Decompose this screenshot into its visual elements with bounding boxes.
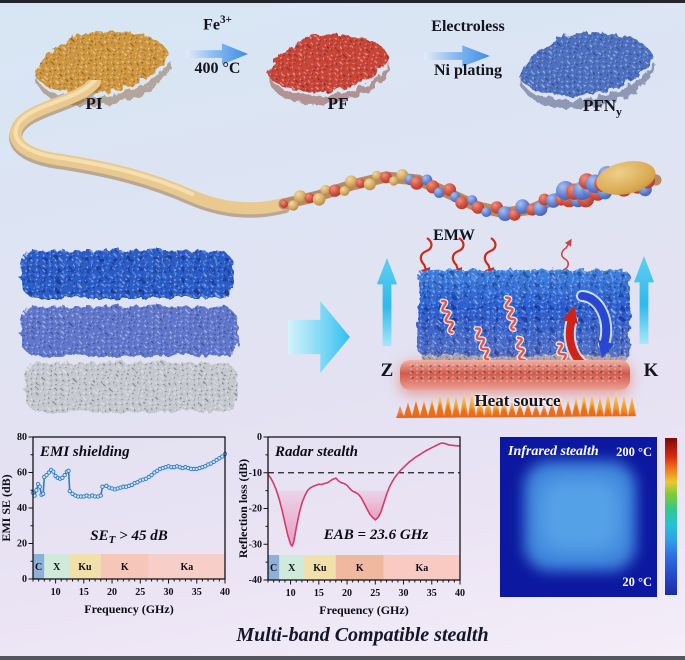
svg-text:C: C — [270, 563, 277, 574]
svg-text:-30: -30 — [249, 539, 262, 550]
svg-text:-10: -10 — [249, 468, 262, 479]
svg-text:EMI shielding: EMI shielding — [39, 444, 130, 460]
svg-text:25: 25 — [135, 587, 145, 598]
arrow1-top-label: Fe3+ — [203, 14, 232, 34]
svg-text:Reflection loss (dB): Reflection loss (dB) — [237, 459, 250, 558]
svg-text:25: 25 — [370, 588, 380, 599]
svg-text:20: 20 — [342, 588, 352, 599]
svg-text:0: 0 — [22, 574, 27, 585]
flames-icon — [396, 390, 636, 418]
svg-text:35: 35 — [192, 587, 202, 598]
svg-text:X: X — [288, 563, 296, 574]
infrared-thermal-image: Infrared stealth 200 °C 20 °C — [500, 437, 657, 597]
transform-arrow-icon — [288, 301, 350, 373]
z-axis-label: Z — [380, 360, 394, 381]
foam-slab-purple — [20, 306, 238, 356]
radar-stealth-chart: C X Ku K Ka 10 15 20 25 30 35 40 0 -10 -20 -30 -40 Radar … — [237, 432, 465, 617]
temp-min-label: 20 °C — [622, 575, 652, 589]
svg-text:Ka: Ka — [415, 563, 428, 574]
pi-label: PI — [85, 94, 103, 113]
k-axis-label: K — [643, 360, 659, 381]
svg-text:30: 30 — [399, 588, 409, 599]
svg-text:30: 30 — [164, 587, 174, 598]
svg-text:0: 0 — [257, 432, 262, 443]
figure-caption: Multi-band Compatible stealth — [236, 624, 489, 646]
gold-disc — [596, 161, 656, 195]
svg-text:20: 20 — [107, 587, 117, 598]
fiber-zoom-illustration — [9, 80, 662, 221]
svg-text:10: 10 — [286, 588, 296, 599]
pf-foam-image — [266, 34, 390, 105]
up-arrow-left-icon — [376, 258, 398, 346]
substrate-plate — [400, 360, 630, 390]
arrow2-bottom-label: Ni plating — [433, 62, 502, 79]
svg-text:Ku: Ku — [78, 562, 92, 573]
svg-text:35: 35 — [427, 588, 437, 599]
svg-text:Frequency (GHz): Frequency (GHz) — [84, 602, 173, 616]
heat-source-label: Heat source — [474, 391, 561, 410]
pfn-label: PFNy — [583, 96, 622, 119]
svg-text:40: 40 — [455, 588, 465, 599]
foam-block-image — [418, 270, 630, 372]
pi-foam-image — [34, 30, 170, 107]
svg-text:Ku: Ku — [313, 563, 327, 574]
svg-text:10: 10 — [51, 587, 61, 598]
svg-text:EMI SE (dB): EMI SE (dB) — [0, 474, 13, 541]
svg-text:40: 40 — [17, 503, 27, 514]
substrate-plate-surface — [408, 363, 622, 382]
svg-text:Frequency (GHz): Frequency (GHz) — [319, 603, 408, 617]
pf-label: PF — [327, 94, 349, 113]
pfn-foam-image — [518, 32, 654, 109]
svg-text:K: K — [121, 562, 129, 573]
emi-shielding-chart: C X Ku K Ka 10 15 20 25 30 35 40 0 20 40 60 80 EMI shield… — [0, 432, 230, 616]
foam-slab-gray — [24, 362, 238, 412]
svg-text:80: 80 — [17, 432, 27, 443]
figure-bottom-border — [0, 656, 685, 660]
svg-text:X: X — [53, 562, 61, 573]
thermal-blob-core — [540, 479, 620, 551]
svg-text:EAB = 23.6 GHz: EAB = 23.6 GHz — [323, 527, 429, 543]
svg-text:-20: -20 — [249, 504, 262, 515]
svg-text:15: 15 — [79, 587, 89, 598]
infrared-title: Infrared stealth — [508, 444, 599, 459]
emw-wave-arrows-icon — [419, 237, 572, 278]
svg-text:20: 20 — [17, 539, 27, 550]
thermal-colorbar — [665, 438, 677, 595]
svg-text:40: 40 — [220, 587, 230, 598]
svg-text:C: C — [35, 562, 42, 573]
emw-label: EMW — [433, 227, 475, 244]
temp-max-label: 200 °C — [616, 445, 652, 459]
svg-text:SET > 45 dB: SET > 45 dB — [90, 528, 167, 546]
figure-top-border — [0, 0, 685, 3]
svg-text:60: 60 — [17, 468, 27, 479]
svg-text:Ka: Ka — [180, 562, 193, 573]
svg-text:K: K — [356, 563, 364, 574]
foam-slab-blue — [20, 250, 234, 298]
svg-text:Radar stealth: Radar stealth — [274, 444, 358, 460]
svg-text:15: 15 — [314, 588, 324, 599]
arrow1-bottom-label: 400 °C — [194, 60, 241, 77]
arrow2-top-label: Electroless — [431, 18, 505, 35]
svg-text:-40: -40 — [249, 575, 262, 586]
